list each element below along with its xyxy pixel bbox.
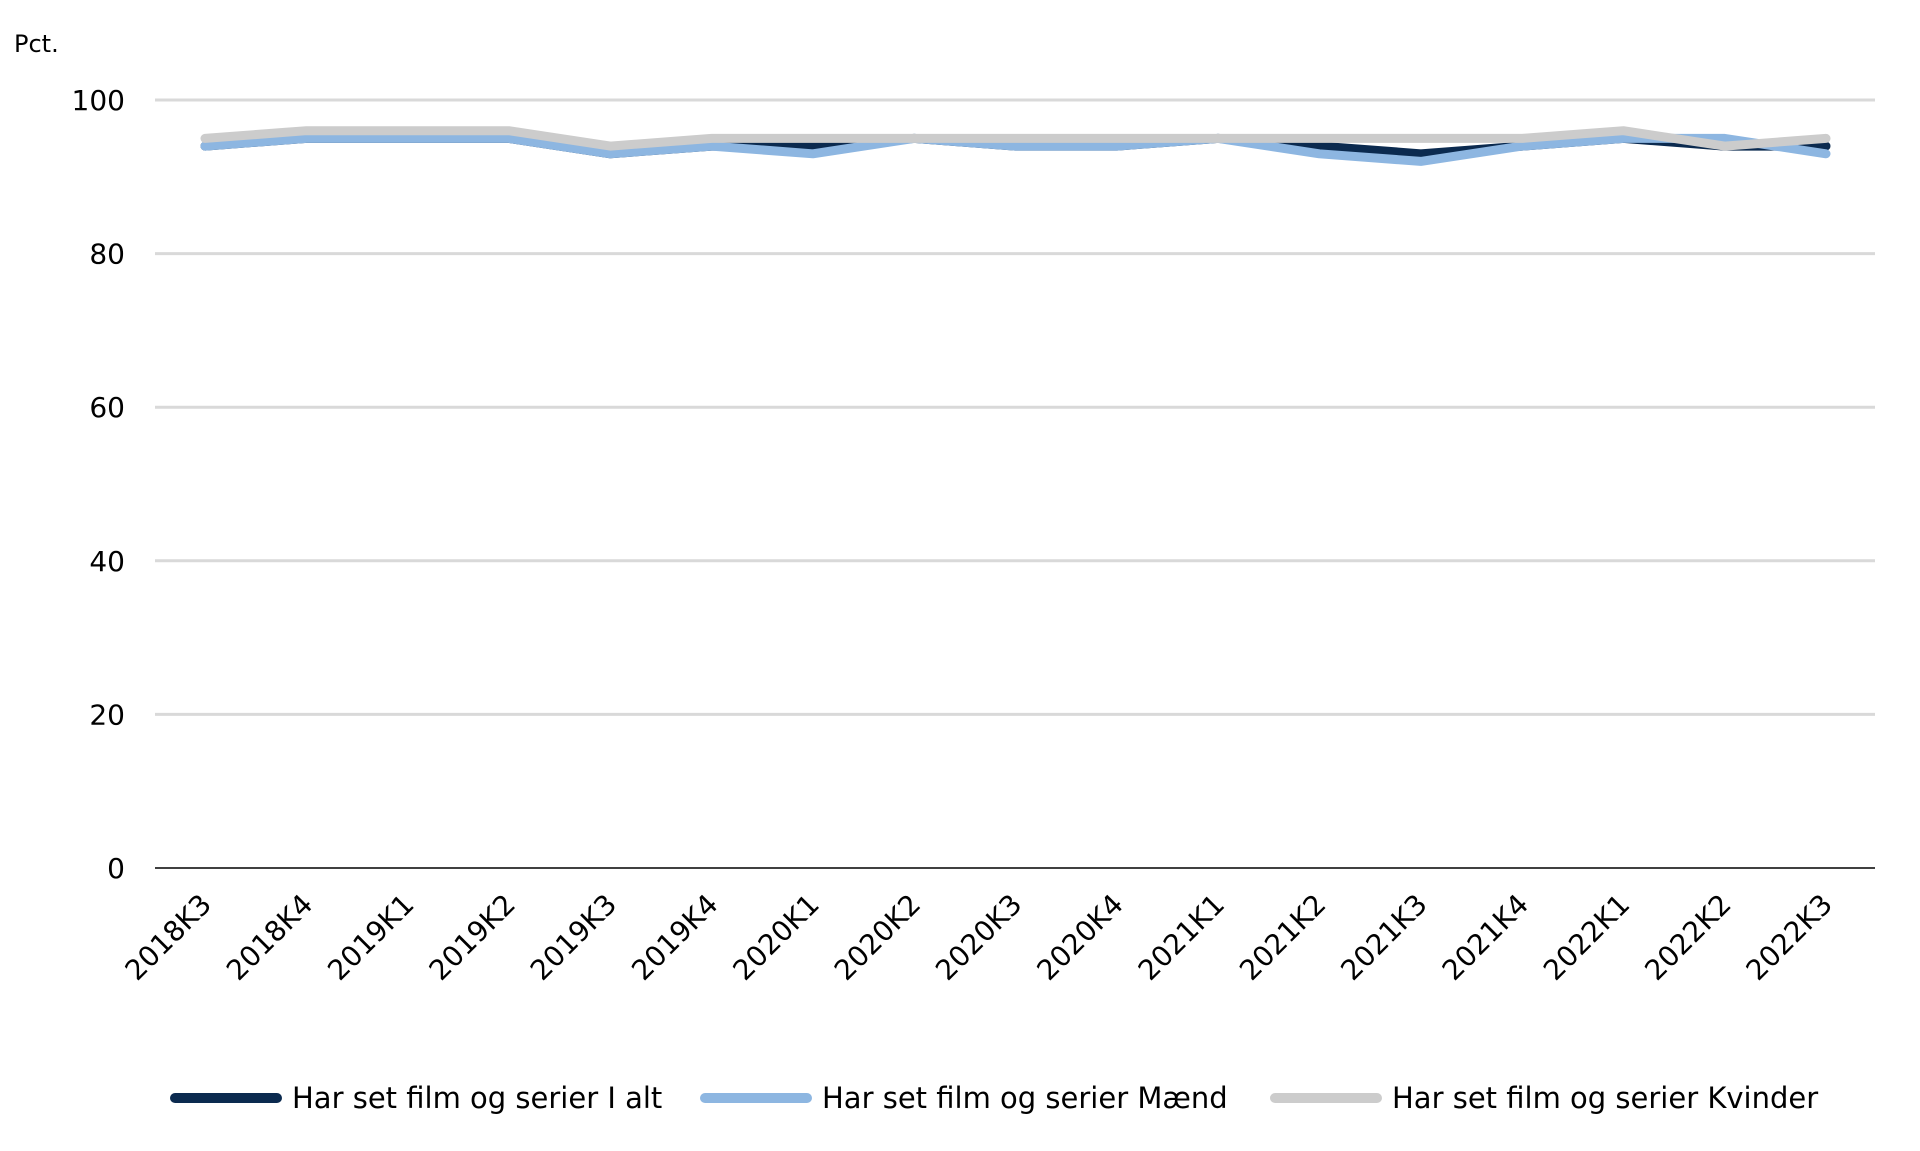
x-tick-label: 2018K4 — [220, 888, 319, 987]
series-line-2 — [200, 126, 1831, 151]
x-tick-label: 2019K4 — [625, 888, 724, 987]
legend-swatch-i-alt — [170, 1093, 282, 1103]
series-line-1 — [200, 133, 1831, 166]
legend-label-maend: Har set film og serier Mænd — [822, 1081, 1228, 1115]
legend: Har set film og serier I alt Har set fil… — [0, 1070, 1920, 1130]
x-tick-label: 2021K2 — [1233, 888, 1332, 987]
legend-item-i-alt: Har set film og serier I alt — [170, 1070, 662, 1126]
x-tick-label: 2021K3 — [1334, 888, 1433, 987]
y-tick-label: 60 — [89, 391, 125, 424]
y-axis-ticks: 0 20 40 60 80 100 — [72, 84, 125, 885]
x-tick-label: 2022K3 — [1740, 888, 1839, 987]
x-tick-label: 2019K1 — [321, 888, 420, 987]
gridlines — [155, 98, 1875, 716]
y-tick-label: 40 — [89, 545, 125, 578]
x-tick-label: 2019K3 — [524, 888, 623, 987]
x-tick-label: 2020K1 — [727, 888, 826, 987]
legend-label-kvinder: Har set film og serier Kvinder — [1392, 1081, 1819, 1115]
y-tick-label: 80 — [89, 238, 125, 271]
x-tick-label: 2019K2 — [423, 888, 522, 987]
legend-item-maend: Har set film og serier Mænd — [700, 1070, 1228, 1126]
x-tick-label: 2020K4 — [1030, 888, 1129, 987]
legend-swatch-kvinder — [1270, 1093, 1382, 1103]
x-axis-ticks: 2018K3 2018K4 2019K1 2019K2 2019K3 2019K4 2020… — [119, 888, 1839, 987]
x-tick-label: 2022K2 — [1638, 888, 1737, 987]
x-tick-label: 2021K4 — [1436, 888, 1535, 987]
series-lines — [200, 126, 1831, 166]
y-tick-label: 20 — [89, 698, 125, 731]
x-tick-label: 2018K3 — [119, 888, 218, 987]
y-axis-label: Pct. — [14, 30, 59, 58]
x-tick-label: 2022K1 — [1537, 888, 1636, 987]
x-tick-label: 2020K2 — [828, 888, 927, 987]
legend-label-i-alt: Har set film og serier I alt — [292, 1081, 663, 1115]
legend-item-kvinder: Har set film og serier Kvinder — [1270, 1070, 1818, 1126]
x-tick-label: 2021K1 — [1132, 888, 1231, 987]
y-tick-label: 100 — [72, 84, 125, 117]
x-tick-label: 2020K3 — [929, 888, 1028, 987]
legend-swatch-maend — [700, 1093, 812, 1103]
y-tick-label: 0 — [107, 852, 125, 885]
